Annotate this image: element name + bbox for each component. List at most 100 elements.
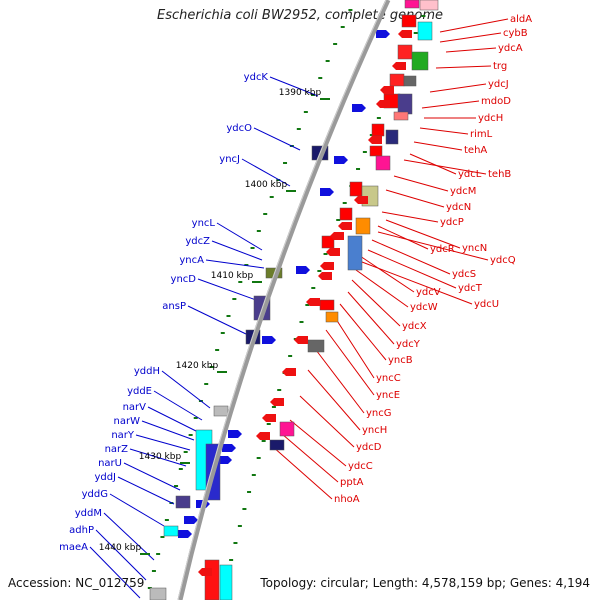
left-gene-label: ydcK [244,72,269,83]
right-gene-label: ydcJ [488,79,509,90]
right-gene-label: yncC [376,373,401,384]
gene-block [213,405,229,417]
gene-block [319,299,335,311]
right-gene-label: yncE [376,390,400,401]
right-leader-line [403,159,487,175]
right-leader-line [421,100,480,109]
left-leader-line [129,448,187,467]
genome-summary: Topology: circular; Length: 4,578,159 bp… [260,576,590,590]
left-leader-line [117,476,175,505]
right-leader-line [299,395,355,448]
left-leader-line [211,240,263,261]
right-leader-line [381,211,439,223]
genome-backbone [177,0,391,600]
right-gene-label: tehB [488,169,511,180]
gene-block [355,217,371,235]
reverse-gene-arrow [282,368,296,376]
left-leader-line [141,420,195,441]
left-gene-label: narZ [105,444,129,455]
right-leader-line [435,65,492,69]
reverse-gene-arrow [368,136,382,144]
forward-gene-arrow [218,456,232,464]
right-gene-label: ydcW [410,302,438,313]
right-gene-label: yncB [388,355,413,366]
right-leader-line [385,219,461,249]
right-leader-line [371,239,451,275]
left-leader-line [253,127,301,151]
right-gene-label: pptA [340,477,364,488]
right-leader-line [281,433,339,483]
gene-block [397,44,413,60]
kbp-label: 1400 kbp [245,180,288,190]
left-gene-label: yncL [192,218,216,229]
forward-gene-arrow [352,104,366,112]
gene-block [349,181,363,197]
forward-gene-arrow [184,516,198,524]
gene-block [325,311,339,323]
gene-block [347,235,363,271]
left-leader-line [269,76,319,97]
right-gene-label: ydcV [416,287,441,298]
right-leader-line [339,303,387,361]
gene-block [204,559,220,600]
kbp-label: 1440 kbp [99,543,142,553]
right-gene-label: ydcS [452,269,476,280]
right-gene-label: ydcQ [490,255,516,266]
forward-gene-arrow [222,444,236,452]
forward-gene-arrow [262,336,276,344]
left-leader-line [103,512,155,561]
accession-label: Accession: NC_012759 [8,576,145,590]
reverse-gene-arrow [294,336,308,344]
right-gene-label: ydcL [458,169,482,180]
gene-block [371,123,385,137]
left-gene-label: yddJ [94,472,116,483]
right-leader-line [393,175,449,192]
reverse-gene-arrow [354,196,368,204]
forward-gene-arrow [296,266,310,274]
left-gene-label: ydcZ [185,236,210,247]
right-gene-label: ydcX [402,321,427,332]
left-gene-label: adhP [69,525,94,536]
reverse-gene-arrow [392,62,406,70]
right-gene-label: ydcP [440,217,464,228]
right-leader-line [347,291,395,345]
right-leader-line [439,32,502,43]
left-gene-label: narW [114,416,141,427]
right-leader-line [419,127,469,135]
left-gene-label: ydcO [226,123,252,134]
right-gene-label: trg [493,61,507,72]
right-gene-label: yncH [362,425,387,436]
right-gene-label: ydcH [478,113,503,124]
right-leader-line [361,261,473,305]
left-leader-line [95,529,147,581]
reverse-gene-arrow [256,432,270,440]
gene-block [307,339,325,353]
kbp-label: 1390 kbp [279,88,322,98]
right-leader-line [409,153,457,175]
right-gene-labels: aldA cybB ydcA trg ydcJ mdoD ydcH rimL tehA ydcL t… [334,14,532,505]
right-gene-label: ydcY [396,339,421,350]
left-gene-label: narV [123,402,147,413]
gene-block [411,51,429,71]
left-gene-labels: ydcK ydcO yncJ yncL ydcZ yncA yncD ansP yddH yddE… [59,72,268,553]
kbp-label: 1410 kbp [211,271,254,281]
kbp-label: 1430 kbp [139,452,182,462]
right-gene-label: rimL [470,129,493,140]
right-gene-label: nhoA [334,494,360,505]
right-gene-label: cybB [503,28,528,39]
right-leader-line [325,329,375,396]
gene-block [279,421,295,437]
reverse-gene-arrow [270,398,284,406]
gene-block [385,129,399,145]
left-gene-label: yncD [171,274,197,285]
right-gene-label: ydcN [446,202,471,213]
right-gene-label: yncN [462,243,487,254]
gene-block [393,111,409,121]
right-gene-label: ydcU [474,299,499,310]
gene-block [401,14,417,28]
kbp-label: 1420 kbp [176,361,219,371]
right-leader-line [359,255,415,293]
left-gene-label: yddE [127,386,152,397]
right-gene-label: tehA [464,145,487,156]
gene-block [389,73,405,87]
